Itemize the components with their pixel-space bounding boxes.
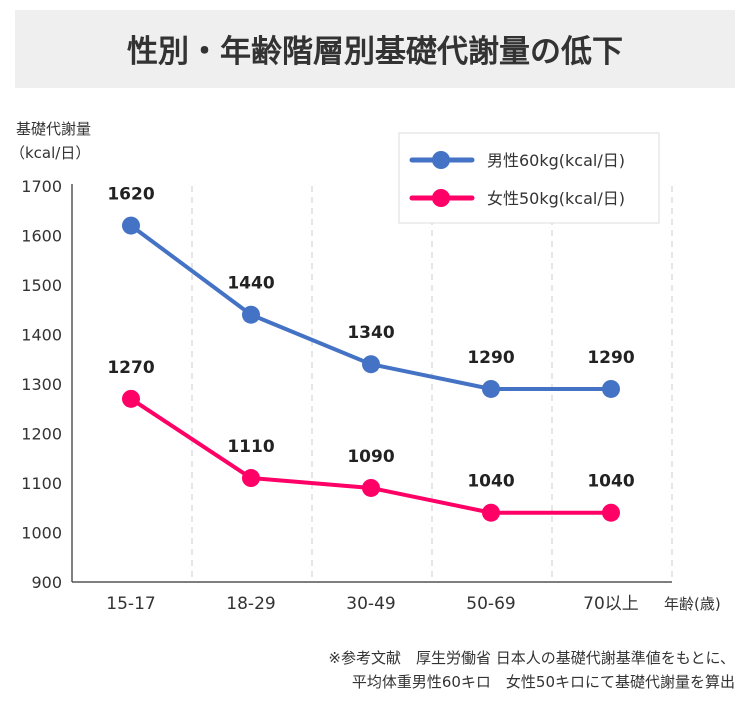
data-label: 1270 <box>107 358 154 378</box>
data-point <box>362 478 380 497</box>
footnote-line-2: 平均体重男性60キロ 女性50キロにて基礎代謝量を算出 <box>352 673 735 691</box>
data-point <box>242 305 260 324</box>
y-tick-label: 900 <box>31 573 62 592</box>
data-point <box>482 379 500 398</box>
y-tick-label: 1000 <box>21 524 62 543</box>
data-point <box>362 355 380 374</box>
y-tick-label: 1500 <box>21 276 62 295</box>
x-tick-label: 18-29 <box>226 594 275 614</box>
y-tick-label: 1200 <box>21 425 62 444</box>
legend-marker-male <box>432 151 450 169</box>
y-tick-label: 1700 <box>21 177 62 196</box>
title-band <box>15 10 735 88</box>
data-label: 1290 <box>587 348 634 368</box>
legend-label-male: 男性60kg(kcal/日) <box>487 151 625 170</box>
data-label: 1090 <box>347 447 394 467</box>
data-label: 1340 <box>347 323 394 343</box>
data-label: 1290 <box>467 348 514 368</box>
y-tick-label: 1300 <box>21 375 62 394</box>
chart-title: 性別・年齢階層別基礎代謝量の低下 <box>127 34 623 70</box>
data-point <box>602 503 620 522</box>
footnote-line-1: ※参考文献 厚生労働省 日本人の基礎代謝基準値をもとに、 <box>328 649 735 667</box>
y-tick-label: 1100 <box>21 474 62 493</box>
legend-marker-female <box>432 189 450 207</box>
data-label: 1620 <box>107 185 154 205</box>
data-point <box>482 503 500 522</box>
x-tick-label: 50-69 <box>466 594 515 614</box>
data-point <box>602 379 620 398</box>
data-label: 1440 <box>227 274 274 294</box>
data-point <box>242 469 260 488</box>
y-axis-unit: （kcal/日） <box>10 144 90 162</box>
x-axis-label: 年齢(歳) <box>664 595 721 613</box>
data-label: 1040 <box>587 472 634 492</box>
x-tick-label: 70以上 <box>583 594 639 614</box>
x-tick-label: 30-49 <box>346 594 395 614</box>
data-label: 1040 <box>467 472 514 492</box>
x-tick-label: 15-17 <box>106 594 155 614</box>
y-tick-label: 1600 <box>21 227 62 246</box>
data-label: 1110 <box>227 437 274 457</box>
y-axis-label: 基礎代謝量 <box>16 120 91 138</box>
y-tick-label: 1400 <box>21 326 62 345</box>
legend-label-female: 女性50kg(kcal/日) <box>487 189 625 208</box>
data-point <box>122 216 140 235</box>
legend: 男性60kg(kcal/日) 女性50kg(kcal/日) <box>398 132 660 224</box>
data-point <box>122 389 140 408</box>
